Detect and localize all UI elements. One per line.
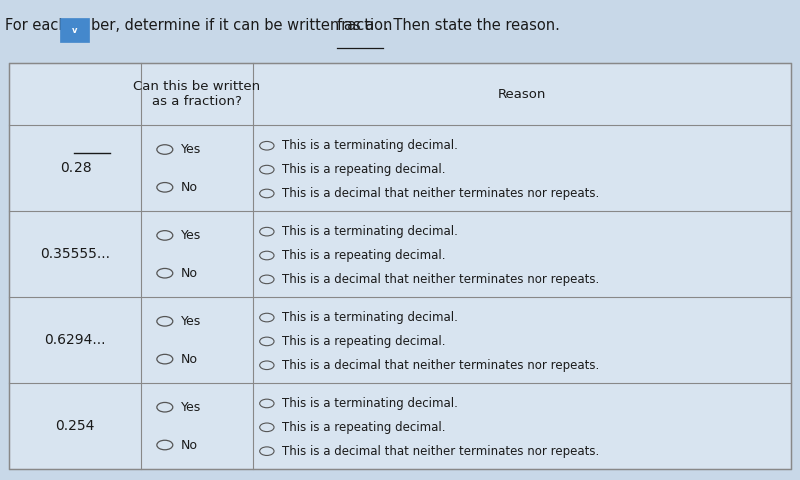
Text: Yes: Yes (181, 143, 201, 156)
Text: ber, determine if it can be written as a: ber, determine if it can be written as a (91, 18, 379, 33)
Text: This is a terminating decimal.: This is a terminating decimal. (282, 139, 458, 152)
Text: No: No (181, 181, 198, 194)
Text: This is a terminating decimal.: This is a terminating decimal. (282, 225, 458, 238)
Text: . Then state the reason.: . Then state the reason. (384, 18, 560, 33)
Text: 0.: 0. (61, 161, 74, 175)
Text: 28: 28 (74, 161, 91, 175)
Text: Yes: Yes (181, 229, 201, 242)
Text: This is a repeating decimal.: This is a repeating decimal. (282, 421, 446, 434)
Text: This is a decimal that neither terminates nor repeats.: This is a decimal that neither terminate… (282, 444, 599, 457)
Text: fraction: fraction (337, 18, 394, 33)
Text: This is a terminating decimal.: This is a terminating decimal. (282, 311, 458, 324)
Text: 0.6294...: 0.6294... (44, 333, 106, 347)
Text: Reason: Reason (498, 88, 546, 101)
Text: This is a decimal that neither terminates nor repeats.: This is a decimal that neither terminate… (282, 359, 599, 372)
Text: This is a repeating decimal.: This is a repeating decimal. (282, 249, 446, 262)
Text: Yes: Yes (181, 401, 201, 414)
Text: For each: For each (6, 18, 68, 33)
FancyBboxPatch shape (10, 63, 790, 469)
FancyBboxPatch shape (59, 18, 89, 42)
Text: This is a terminating decimal.: This is a terminating decimal. (282, 397, 458, 410)
Text: No: No (181, 267, 198, 280)
Text: This is a decimal that neither terminates nor repeats.: This is a decimal that neither terminate… (282, 187, 599, 200)
Text: 0.254: 0.254 (55, 419, 95, 433)
Text: 0.35555...: 0.35555... (40, 247, 110, 261)
Text: This is a repeating decimal.: This is a repeating decimal. (282, 163, 446, 176)
Text: This is a repeating decimal.: This is a repeating decimal. (282, 335, 446, 348)
Text: Can this be written
as a fraction?: Can this be written as a fraction? (133, 81, 260, 108)
Text: Yes: Yes (181, 315, 201, 328)
Text: This is a decimal that neither terminates nor repeats.: This is a decimal that neither terminate… (282, 273, 599, 286)
Text: v: v (71, 25, 77, 35)
Text: No: No (181, 439, 198, 452)
Text: No: No (181, 353, 198, 366)
